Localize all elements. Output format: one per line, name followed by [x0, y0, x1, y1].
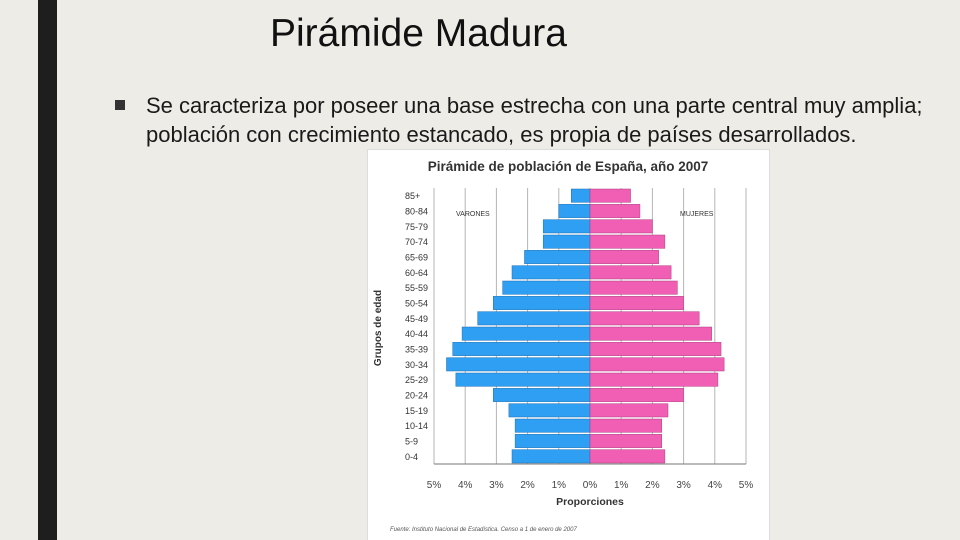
male-bar — [511, 265, 591, 280]
male-bar — [514, 418, 591, 433]
x-tick-label: 5% — [427, 480, 442, 491]
population-pyramid-image: Pirámide de población de España, año 200… — [368, 150, 769, 540]
male-bar — [455, 372, 591, 387]
age-group-label: 15-19 — [405, 406, 428, 416]
x-tick-label: 4% — [708, 480, 723, 491]
x-tick-label: 5% — [739, 480, 754, 491]
age-group-label: 10-14 — [405, 421, 428, 431]
male-bar — [446, 357, 591, 372]
age-group-label: 60-64 — [405, 268, 428, 278]
female-bar — [589, 326, 712, 341]
x-axis-label: Proporciones — [556, 496, 624, 508]
legend-female-label: MUJERES — [680, 211, 714, 218]
age-group-label: 75-79 — [405, 222, 428, 232]
age-group-label: 50-54 — [405, 299, 428, 309]
x-tick-label: 1% — [552, 480, 567, 491]
x-tick-label: 2% — [520, 480, 535, 491]
male-bar — [558, 204, 591, 218]
age-group-label: 20-24 — [405, 391, 428, 401]
age-group-label: 30-34 — [405, 360, 428, 370]
chart-title: Pirámide de población de España, año 200… — [428, 159, 709, 174]
age-group-label: 80-84 — [405, 207, 428, 217]
female-bar — [589, 204, 641, 218]
female-bar — [589, 296, 684, 310]
bullet-text: Se caracteriza por poseer una base estre… — [146, 93, 923, 147]
female-bar — [589, 372, 719, 387]
legend-male-label: VARONES — [456, 211, 490, 218]
age-group-label: 55-59 — [405, 283, 428, 293]
male-bar — [524, 250, 591, 264]
female-bar — [589, 311, 700, 326]
male-bar — [452, 342, 591, 356]
age-group-label: 25-29 — [405, 375, 428, 385]
female-bar — [589, 403, 669, 418]
age-group-label: 45-49 — [405, 314, 428, 324]
left-accent-bar — [38, 0, 57, 540]
male-bar — [571, 188, 591, 203]
female-bar — [589, 449, 666, 464]
chart-source-note: Fuente: Instituto Nacional de Estadístic… — [390, 527, 577, 533]
female-bar — [589, 234, 666, 249]
age-group-label: 40-44 — [405, 329, 428, 339]
male-bar — [514, 434, 591, 448]
y-axis-label: Grupos de edad — [373, 290, 384, 366]
female-bar — [589, 219, 653, 234]
bullet-square-icon — [115, 100, 125, 110]
age-group-label: 0-4 — [405, 452, 418, 462]
female-bar — [589, 342, 722, 356]
female-bar — [589, 188, 631, 203]
male-bar — [511, 449, 591, 464]
female-bar — [589, 357, 725, 372]
female-bar — [589, 280, 678, 295]
male-bar — [502, 280, 591, 295]
slide-title: Pirámide Madura — [270, 12, 567, 55]
x-tick-label: 3% — [489, 480, 504, 491]
age-group-label: 65-69 — [405, 253, 428, 263]
female-bar — [589, 265, 672, 280]
x-tick-label: 2% — [645, 480, 660, 491]
age-group-label: 70-74 — [405, 237, 428, 247]
x-tick-label: 3% — [676, 480, 691, 491]
male-bar — [493, 296, 591, 310]
age-group-label: 85+ — [405, 191, 420, 201]
x-tick-label: 1% — [614, 480, 629, 491]
female-bar — [589, 250, 659, 264]
population-pyramid-chart: Pirámide de población de España, año 200… — [373, 159, 754, 533]
male-bar — [542, 234, 591, 249]
male-bar — [542, 219, 591, 234]
male-bar — [508, 403, 591, 418]
female-bar — [589, 434, 663, 448]
age-group-label: 5-9 — [405, 437, 418, 447]
x-tick-label: 0% — [583, 480, 598, 491]
x-tick-label: 4% — [458, 480, 473, 491]
female-bar — [589, 388, 684, 402]
age-group-label: 35-39 — [405, 345, 428, 355]
male-bar — [461, 326, 591, 341]
male-bar — [477, 311, 591, 326]
male-bar — [493, 388, 591, 402]
female-bar — [589, 418, 663, 433]
